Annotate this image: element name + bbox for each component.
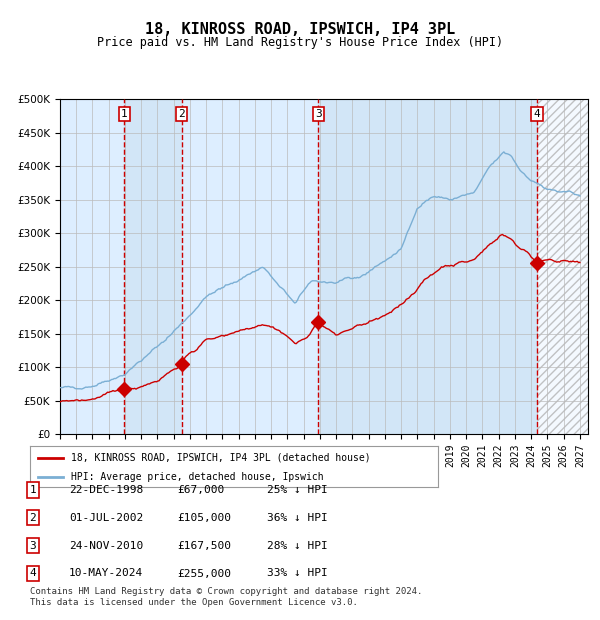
Text: HPI: Average price, detached house, Ipswich: HPI: Average price, detached house, Ipsw… — [71, 472, 323, 482]
Text: 1: 1 — [121, 109, 128, 119]
Text: 33% ↓ HPI: 33% ↓ HPI — [267, 569, 328, 578]
Text: 3: 3 — [29, 541, 37, 551]
Text: 18, KINROSS ROAD, IPSWICH, IP4 3PL (detached house): 18, KINROSS ROAD, IPSWICH, IP4 3PL (deta… — [71, 453, 370, 463]
Bar — [60, 99, 124, 434]
Text: 3: 3 — [315, 109, 322, 119]
Text: 2: 2 — [29, 513, 37, 523]
Text: £255,000: £255,000 — [177, 569, 231, 578]
Text: 10-MAY-2024: 10-MAY-2024 — [69, 569, 143, 578]
Bar — [319, 99, 537, 434]
Text: £105,000: £105,000 — [177, 513, 231, 523]
Text: 4: 4 — [533, 109, 541, 119]
Text: Contains HM Land Registry data © Crown copyright and database right 2024.: Contains HM Land Registry data © Crown c… — [30, 587, 422, 596]
Bar — [124, 99, 182, 434]
Text: £67,000: £67,000 — [177, 485, 224, 495]
Text: 2: 2 — [178, 109, 185, 119]
Bar — [537, 99, 588, 434]
Text: 22-DEC-1998: 22-DEC-1998 — [69, 485, 143, 495]
Text: 1: 1 — [29, 485, 37, 495]
Text: Price paid vs. HM Land Registry's House Price Index (HPI): Price paid vs. HM Land Registry's House … — [97, 36, 503, 49]
Text: 4: 4 — [29, 569, 37, 578]
Text: 36% ↓ HPI: 36% ↓ HPI — [267, 513, 328, 523]
Text: 18, KINROSS ROAD, IPSWICH, IP4 3PL: 18, KINROSS ROAD, IPSWICH, IP4 3PL — [145, 22, 455, 37]
Text: This data is licensed under the Open Government Licence v3.0.: This data is licensed under the Open Gov… — [30, 598, 358, 607]
Bar — [182, 99, 319, 434]
Text: 24-NOV-2010: 24-NOV-2010 — [69, 541, 143, 551]
Text: 01-JUL-2002: 01-JUL-2002 — [69, 513, 143, 523]
Text: 28% ↓ HPI: 28% ↓ HPI — [267, 541, 328, 551]
Text: 25% ↓ HPI: 25% ↓ HPI — [267, 485, 328, 495]
Text: £167,500: £167,500 — [177, 541, 231, 551]
